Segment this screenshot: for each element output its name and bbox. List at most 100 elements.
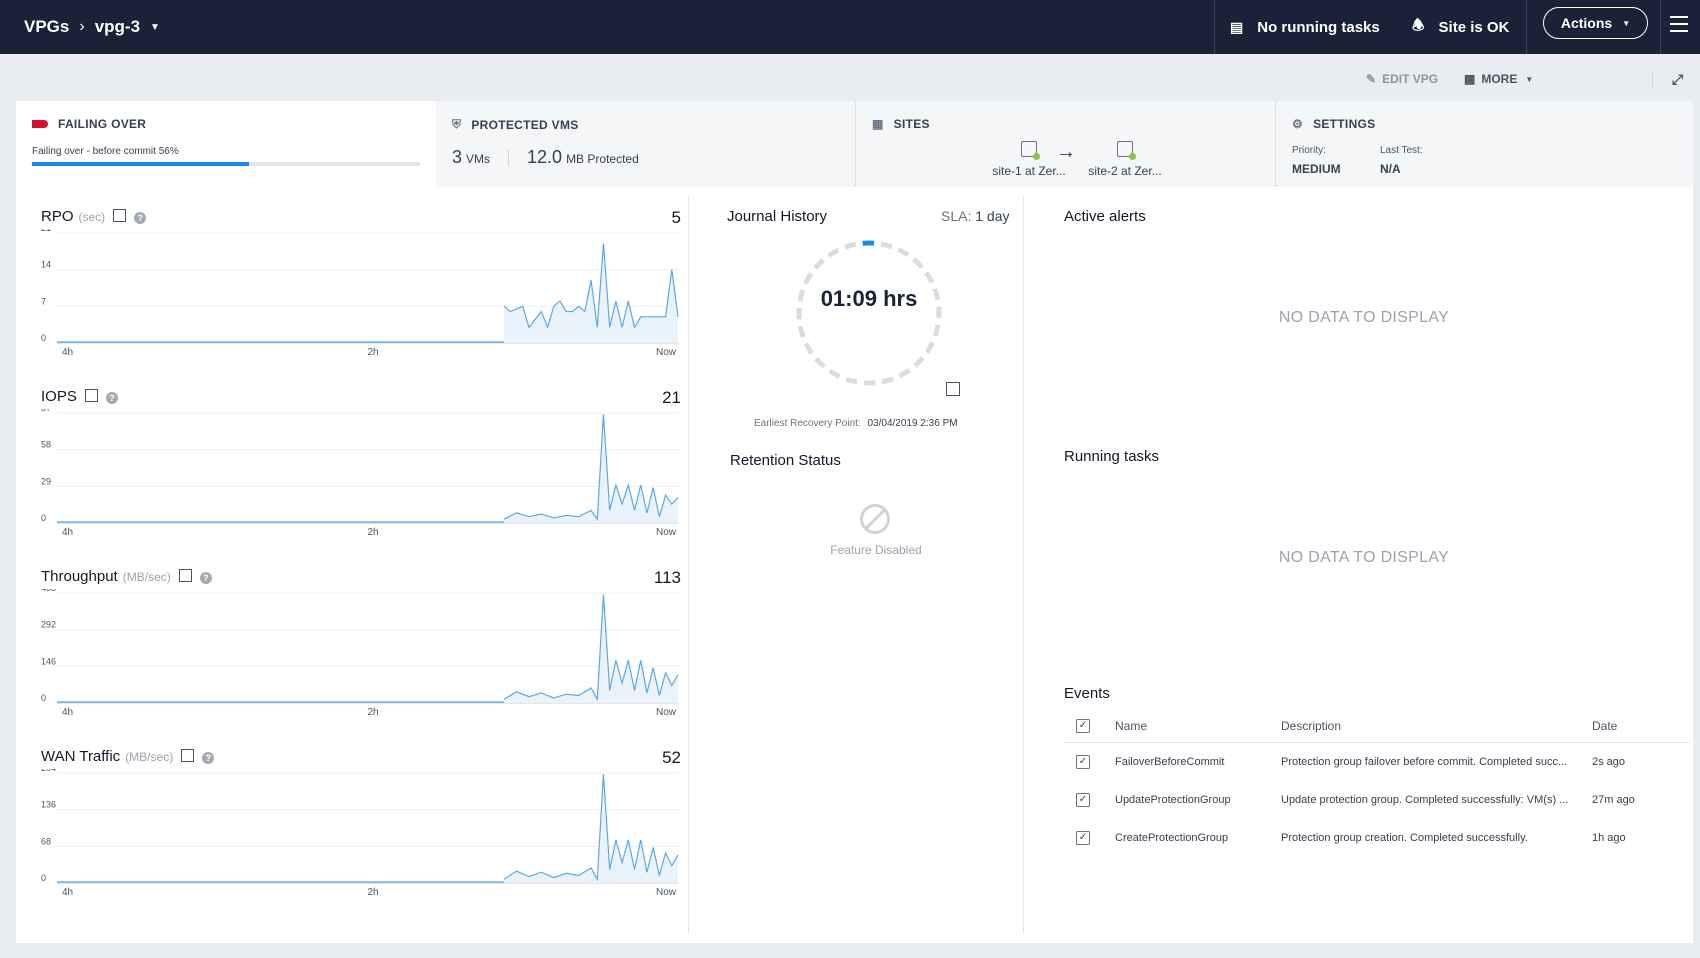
help-icon[interactable]: ? <box>134 212 147 224</box>
failover-progress-bar <box>32 162 420 166</box>
toolbar-divider <box>1652 72 1653 88</box>
earliest-recovery-point: Earliest Recovery Point: 03/04/2019 2:36… <box>754 418 958 429</box>
series-line <box>503 243 679 330</box>
external-link-icon[interactable] <box>113 209 127 222</box>
external-link-icon[interactable] <box>178 569 192 582</box>
caret-down-icon: ▼ <box>1525 74 1534 84</box>
actions-button[interactable]: Actions ▼ <box>1543 7 1648 39</box>
series-area <box>504 414 678 523</box>
more-button[interactable]: ▩ MORE ▼ <box>1464 64 1533 94</box>
priority-value: MEDIUM <box>1292 162 1341 176</box>
sla-value: 1 day <box>975 208 1010 224</box>
x-tick-label: Now <box>656 347 677 358</box>
dial-segment <box>844 241 857 250</box>
y-tick-label: 21 <box>41 229 51 233</box>
card-protected-vms[interactable]: ⛨ PROTECTED VMS 3 VMs 12.0 MB Protected <box>436 101 856 187</box>
topbar-divider <box>1214 0 1215 54</box>
journal-history-title: Journal History <box>727 208 828 225</box>
menu-icon[interactable] <box>1670 16 1688 32</box>
select-all-checkbox[interactable]: ✓ <box>1076 719 1090 733</box>
sites-title: ▦ SITES <box>872 117 930 131</box>
sla-indicator: SLA: 1 day <box>941 208 1010 224</box>
protected-size: 12.0 <box>527 147 563 167</box>
throughput-chart-header: Throughput (MB/sec) ? 113 <box>41 565 681 589</box>
expand-icon[interactable]: ⤢ <box>1672 70 1684 87</box>
x-tick-label: Now <box>656 887 677 898</box>
last-test-label: Last Test: <box>1380 145 1423 156</box>
event-checkbox[interactable]: ✓ <box>1076 755 1090 769</box>
help-icon[interactable]: ? <box>199 572 212 584</box>
dial-segment <box>803 342 814 355</box>
table-row[interactable]: ✓ CreateProtectionGroup Protection group… <box>1064 819 1691 857</box>
x-tick-label: 4h <box>62 347 73 358</box>
gear-icon: ⚙ <box>1292 117 1304 131</box>
disabled-icon <box>860 504 890 534</box>
name-column-header[interactable]: Name <box>1115 719 1148 733</box>
y-tick-label: 58 <box>41 440 51 450</box>
running-tasks-empty: NO DATA TO DISPLAY <box>1278 549 1450 566</box>
wan-unit: (MB/sec) <box>125 750 174 764</box>
erp-label: Earliest Recovery Point: <box>754 418 861 429</box>
event-name: FailoverBeforeCommit <box>1115 756 1225 768</box>
help-icon[interactable]: ? <box>202 752 215 764</box>
wan-chart-title: WAN Traffic (MB/sec) ? <box>41 748 215 765</box>
date-column-header[interactable]: Date <box>1592 719 1618 733</box>
vpg-details-panel: RPO (sec) ? 5 0 7 14 21 4h 2h Now IOPS ? 21 0 2… <box>16 187 1693 943</box>
column-divider <box>688 197 689 933</box>
series-line <box>503 594 679 702</box>
running-tasks-indicator[interactable]: ▤ No running tasks <box>1230 0 1380 54</box>
running-tasks-title: Running tasks <box>1064 448 1160 465</box>
wan-current-value: 52 <box>662 748 681 767</box>
journal-duration: 01:09 hrs <box>820 286 918 311</box>
dial-segment <box>797 325 806 338</box>
column-divider <box>1023 197 1024 933</box>
dial-segment <box>912 257 924 269</box>
card-failing-over[interactable]: FAILING OVER Failing over - before commi… <box>16 101 436 187</box>
table-row[interactable]: ✓ FailoverBeforeCommit Protection group … <box>1064 743 1691 781</box>
event-checkbox[interactable]: ✓ <box>1076 831 1090 845</box>
rpo-chart-header: RPO (sec) ? 5 <box>41 205 681 229</box>
breadcrumb-vpgs[interactable]: VPGs <box>24 17 70 36</box>
arrow-right-icon: → <box>1056 141 1076 163</box>
description-column-header[interactable]: Description <box>1281 719 1342 733</box>
site-status-indicator[interactable]: 🕭 Site is OK <box>1412 0 1509 54</box>
y-tick-label: 204 <box>41 769 56 773</box>
shield-icon: ⛨ <box>452 117 462 131</box>
iops-chart-header: IOPS ? 21 <box>41 385 681 409</box>
breadcrumb-current-vpg[interactable]: vpg-3 <box>94 17 141 36</box>
x-tick-label: 2h <box>368 527 379 538</box>
vpg-toolbar: ✎ EDIT VPG ▩ MORE ▼ ⤢ <box>1300 64 1700 94</box>
rpo-chart: RPO (sec) ? 5 0 7 14 21 4h 2h Now <box>41 205 681 375</box>
tasks-status-label: No running tasks <box>1257 18 1380 36</box>
throughput-chart-title: Throughput (MB/sec) ? <box>41 568 212 585</box>
iops-chart: IOPS ? 21 0 29 58 87 4h 2h Now <box>41 385 681 555</box>
x-tick-label: Now <box>656 527 677 538</box>
rpo-chart-plot: 0 7 14 21 4h 2h Now <box>41 229 679 358</box>
source-site: site-1 at Zer... <box>974 141 1084 178</box>
x-tick-label: 2h <box>368 347 379 358</box>
x-tick-label: 2h <box>368 887 379 898</box>
table-row[interactable]: ✓ UpdateProtectionGroup Update protectio… <box>1064 781 1691 819</box>
event-checkbox[interactable]: ✓ <box>1076 793 1090 807</box>
x-tick-label: 4h <box>62 707 73 718</box>
site-icon <box>1117 141 1136 160</box>
wan-traffic-chart: WAN Traffic (MB/sec) ? 52 0 68 136 204 4h 2h N… <box>41 745 681 915</box>
y-tick-label: 0 <box>41 513 46 523</box>
site-icon <box>1021 141 1040 160</box>
edit-vpg-button[interactable]: ✎ EDIT VPG <box>1366 64 1438 94</box>
external-link-icon[interactable] <box>946 382 960 396</box>
series-area <box>504 774 678 883</box>
external-link-icon[interactable] <box>84 389 98 402</box>
y-tick-label: 14 <box>41 260 51 270</box>
external-link-icon[interactable] <box>181 749 195 762</box>
card-sites[interactable]: ▦ SITES site-1 at Zer... → site-2 at Zer… <box>856 101 1276 187</box>
dial-segment <box>828 368 841 379</box>
wan-title: WAN Traffic <box>41 748 121 765</box>
y-tick-label: 136 <box>41 800 56 810</box>
iops-title: IOPS <box>41 388 77 405</box>
help-icon[interactable]: ? <box>105 392 118 404</box>
card-settings[interactable]: ⚙ SETTINGS Priority: MEDIUM Last Test: N… <box>1276 101 1693 187</box>
summary-cards: FAILING OVER Failing over - before commi… <box>16 101 1693 187</box>
dial-segment <box>814 357 826 369</box>
caret-down-icon[interactable]: ▼ <box>150 21 160 33</box>
